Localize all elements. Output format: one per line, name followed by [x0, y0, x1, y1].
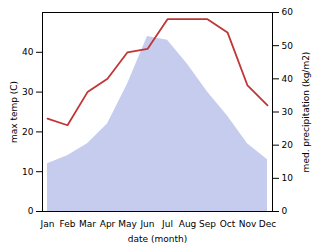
svg-text:Jul: Jul — [161, 219, 173, 229]
svg-text:date (month): date (month) — [128, 234, 187, 244]
svg-text:Oct: Oct — [220, 219, 236, 229]
svg-text:Aug: Aug — [179, 219, 197, 229]
svg-text:Apr: Apr — [100, 219, 116, 229]
svg-text:0: 0 — [282, 206, 288, 216]
svg-text:50: 50 — [282, 41, 294, 51]
svg-text:Jun: Jun — [139, 219, 154, 229]
svg-text:10: 10 — [22, 167, 34, 177]
svg-text:May: May — [118, 219, 137, 229]
svg-text:Mar: Mar — [79, 219, 96, 229]
svg-text:30: 30 — [282, 107, 294, 117]
svg-text:Dec: Dec — [259, 219, 276, 229]
svg-text:Nov: Nov — [239, 219, 257, 229]
svg-text:20: 20 — [22, 127, 34, 137]
svg-text:60: 60 — [282, 7, 294, 17]
svg-text:0: 0 — [28, 206, 34, 216]
svg-text:40: 40 — [22, 47, 34, 57]
svg-text:10: 10 — [282, 173, 294, 183]
svg-text:med. precipitation (kg/m2): med. precipitation (kg/m2) — [301, 52, 311, 173]
svg-text:Sep: Sep — [199, 219, 216, 229]
svg-text:30: 30 — [22, 87, 34, 97]
svg-text:40: 40 — [282, 74, 294, 84]
svg-text:max temp (C): max temp (C) — [9, 81, 19, 143]
svg-text:Jan: Jan — [40, 219, 55, 229]
svg-text:Feb: Feb — [60, 219, 76, 229]
svg-text:20: 20 — [282, 140, 294, 150]
